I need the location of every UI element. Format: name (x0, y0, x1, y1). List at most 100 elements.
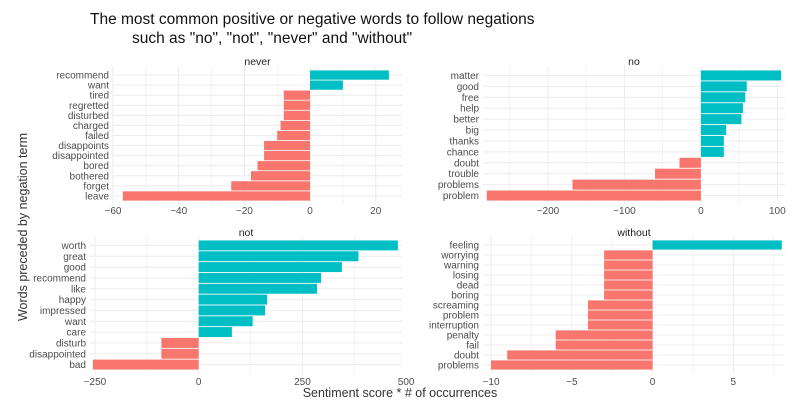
bar-disappointed (264, 151, 311, 161)
y-tick-label: screaming (433, 301, 479, 312)
bar-disturbed (283, 110, 311, 120)
bar-feeling (652, 240, 782, 250)
bar-tired (283, 90, 311, 100)
y-tick-label: feeling (450, 241, 479, 252)
y-tick-label: disappointed (52, 151, 109, 162)
y-tick-label: disturbed (68, 111, 109, 122)
panel-title: without (616, 227, 650, 239)
y-tick-label: fail (466, 341, 479, 352)
bar-big (700, 125, 727, 136)
y-tick-label: failed (85, 131, 109, 142)
bar-great (198, 251, 359, 262)
bar-leave (122, 191, 311, 201)
x-tick-label: −5 (566, 377, 578, 388)
y-tick-label: regretted (69, 101, 109, 112)
x-tick-label: −40 (170, 206, 187, 217)
bar-help (700, 103, 743, 114)
x-axis-label: Sentiment score * # of occurrences (302, 386, 498, 400)
bar-matter (700, 70, 782, 81)
x-tick-label: −10 (483, 377, 500, 388)
x-tick-label: −200 (537, 206, 560, 217)
y-tick-label: matter (451, 71, 480, 82)
y-tick-label: worrying (440, 251, 479, 262)
bar-disappointed (161, 348, 199, 359)
x-tick-label: 5 (731, 377, 737, 388)
bar-recommend (198, 272, 322, 283)
bar-happy (198, 294, 268, 305)
y-tick-label: free (462, 93, 480, 104)
x-tick-label: 0 (698, 206, 704, 217)
bar-fail (555, 340, 653, 350)
bar-thanks (700, 135, 724, 146)
bar-problems (572, 179, 701, 190)
y-tick-label: recommend (56, 71, 109, 82)
bar-problem (587, 310, 653, 320)
panel-title: no (628, 56, 640, 68)
y-tick-label: good (457, 82, 479, 93)
x-tick-label: 500 (398, 377, 415, 388)
bar-care (198, 327, 232, 338)
y-tick-label: bored (83, 161, 109, 172)
chart-title: The most common positive or negative wor… (90, 10, 610, 48)
bar-good (198, 262, 342, 273)
y-tick-label: thanks (450, 136, 479, 147)
y-tick-label: bad (69, 360, 86, 371)
bar-recommend (310, 70, 389, 80)
y-tick-label: bothered (70, 171, 109, 182)
bar-want (310, 80, 343, 90)
y-tick-label: forget (83, 181, 109, 192)
y-tick-label: interruption (429, 321, 479, 332)
y-tick-label: problem (443, 191, 479, 202)
bar-better (700, 114, 742, 125)
bar-impressed (198, 305, 266, 316)
y-tick-label: problems (438, 180, 479, 191)
y-tick-label: doubt (454, 351, 479, 362)
y-tick-label: dead (457, 281, 479, 292)
x-tick-label: 0 (650, 377, 656, 388)
bar-good (700, 81, 747, 92)
y-tick-label: tired (90, 91, 109, 102)
bar-interruption (587, 320, 653, 330)
bar-doubt (679, 157, 701, 168)
y-tick-label: care (67, 328, 87, 339)
y-tick-label: disappoints (58, 141, 109, 152)
y-tick-label: charged (73, 121, 109, 132)
bar-worrying (604, 250, 653, 260)
panel-title: not (239, 227, 254, 239)
panel-no: no mattergoodfreehelpbetterbigthankschanc… (438, 56, 786, 217)
y-tick-label: help (460, 104, 479, 115)
y-tick-label: want (87, 81, 109, 92)
bar-dead (604, 280, 653, 290)
y-tick-label: disturb (56, 338, 86, 349)
y-tick-label: want (64, 317, 86, 328)
y-tick-label: problem (443, 311, 479, 322)
bar-problems (491, 360, 653, 370)
chart-title-line-1: The most common positive or negative wor… (90, 11, 535, 28)
x-tick-label: −250 (84, 377, 107, 388)
bar-regretted (283, 100, 311, 110)
bar-charged (280, 120, 311, 131)
y-tick-label: warning (443, 261, 479, 272)
y-tick-label: doubt (454, 158, 479, 169)
y-tick-label: problems (438, 361, 479, 372)
bar-boring (604, 290, 653, 300)
y-tick-label: good (64, 263, 86, 274)
y-tick-label: chance (447, 147, 480, 158)
y-tick-label: like (71, 284, 86, 295)
panel-title: never (244, 56, 271, 68)
y-tick-label: better (453, 115, 479, 126)
chart-title-line-2: such as "no", "not", "never" and "withou… (132, 30, 413, 47)
x-tick-label: −60 (105, 206, 122, 217)
y-tick-label: trouble (448, 169, 479, 180)
bar-like (198, 283, 317, 294)
bar-disturb (161, 337, 199, 348)
bar-want (198, 316, 253, 327)
y-tick-label: happy (59, 295, 86, 306)
bar-free (700, 92, 746, 103)
y-tick-label: big (466, 126, 479, 137)
bar-trouble (655, 168, 701, 179)
bar-bad (92, 359, 199, 370)
y-tick-label: boring (451, 291, 479, 302)
y-tick-label: impressed (40, 306, 86, 317)
